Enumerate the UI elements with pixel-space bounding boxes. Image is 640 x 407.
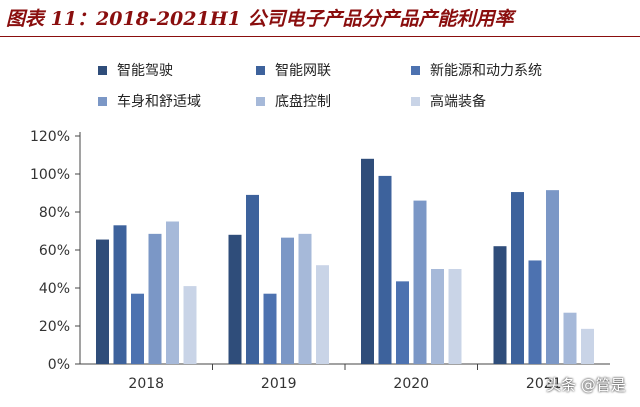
chart-title: 图表 11：2018-2021H1 公司电子产品分产品产能利用率 — [6, 8, 514, 30]
bar-2021H1-series-4 — [546, 190, 559, 364]
bar-2019-series-2 — [246, 194, 259, 364]
y-tick-label: 80% — [39, 205, 70, 221]
legend-swatch-series-6 — [411, 96, 420, 106]
bar-2021H1-series-3 — [528, 260, 542, 364]
bar-2020-series-4 — [413, 200, 427, 364]
legend-item-series-1: 智能驾驶 — [98, 60, 173, 80]
y-tick-label: 20% — [39, 319, 70, 335]
legend-label-series-6: 高端装备 — [430, 94, 486, 110]
title-bar: 图表 11：2018-2021H1 公司电子产品分产品产能利用率 — [0, 0, 640, 37]
legend-item-series-4: 车身和舒适域 — [98, 91, 201, 111]
bar-2019-series-1 — [228, 234, 242, 364]
legend-swatch-series-2 — [256, 65, 265, 75]
bar-2020-series-3 — [396, 281, 409, 364]
bar-2020-series-6 — [448, 269, 462, 364]
y-tick-label: 0% — [48, 357, 70, 373]
legend-swatch-series-1 — [98, 65, 107, 75]
legend-item-series-5: 底盘控制 — [256, 91, 331, 111]
chart-legend: 智能驾驶 智能网联 新能源和动力系统 车身和舒适域 底盘控制 高端装备 — [0, 0, 640, 120]
bar-2019-series-4 — [281, 237, 294, 364]
bar-2018-series-5 — [166, 221, 179, 364]
x-tick-label: 2020 — [393, 376, 429, 392]
bar-2019-series-6 — [316, 265, 329, 364]
bar-2021H1-series-2 — [511, 192, 524, 364]
y-tick-label: 100% — [30, 167, 70, 183]
legend-label-series-1: 智能驾驶 — [117, 63, 173, 79]
bar-2018-series-4 — [148, 233, 162, 364]
y-tick-label: 40% — [39, 281, 70, 297]
y-tick-label: 60% — [39, 243, 70, 259]
bar-2020-series-2 — [378, 175, 392, 364]
legend-swatch-series-3 — [411, 65, 420, 75]
bar-2019-series-3 — [263, 293, 277, 364]
bar-2021H1-series-6 — [581, 328, 594, 364]
bar-2019-series-5 — [298, 233, 312, 364]
bar-2018-series-3 — [131, 293, 144, 364]
bar-2021H1-series-1 — [493, 246, 507, 364]
legend-label-series-5: 底盘控制 — [275, 94, 331, 110]
bar-2020-series-5 — [431, 269, 444, 364]
bar-2018-series-2 — [113, 225, 127, 364]
legend-item-series-2: 智能网联 — [256, 60, 331, 80]
legend-label-series-3: 新能源和动力系统 — [430, 63, 542, 79]
watermark: 头条 @管是 — [546, 376, 626, 394]
x-tick-label: 2019 — [261, 376, 297, 392]
x-tick-label: 2018 — [128, 376, 164, 392]
legend-swatch-series-5 — [256, 96, 265, 106]
x-tick-label: 2021 — [526, 376, 562, 392]
y-tick-label: 120% — [30, 129, 70, 145]
legend-item-series-6: 高端装备 — [411, 91, 486, 111]
legend-label-series-4: 车身和舒适域 — [117, 94, 201, 110]
legend-item-series-3: 新能源和动力系统 — [411, 60, 542, 80]
bar-2020-series-1 — [361, 158, 374, 364]
bar-2021H1-series-5 — [563, 312, 577, 364]
bar-2018-series-1 — [96, 239, 109, 364]
legend-swatch-series-4 — [98, 96, 107, 106]
legend-label-series-2: 智能网联 — [275, 63, 331, 79]
bar-2018-series-6 — [183, 286, 197, 364]
